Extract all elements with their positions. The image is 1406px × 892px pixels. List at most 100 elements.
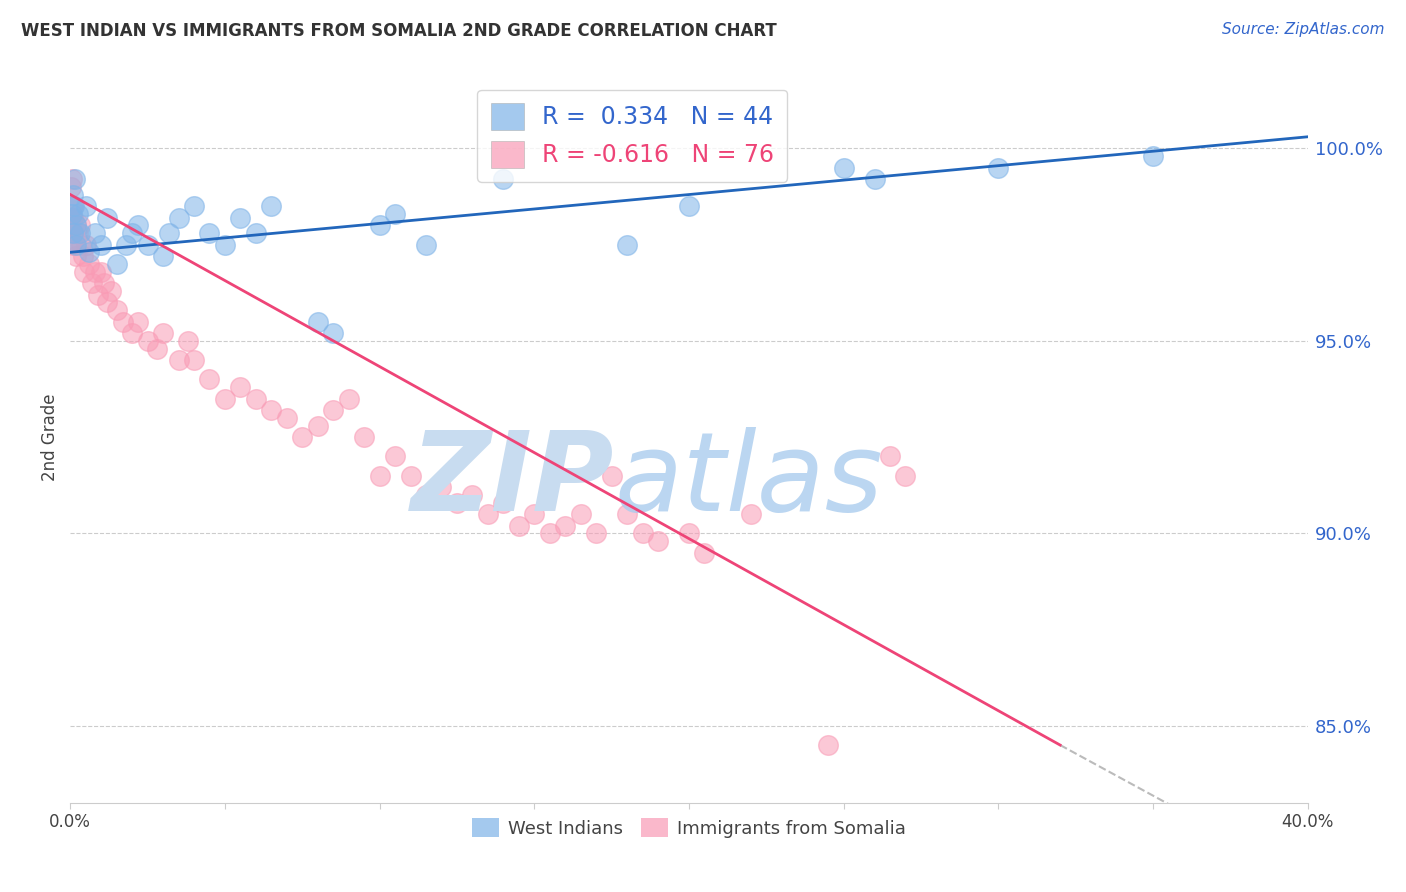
Point (121, 226, 143, 240)
Point (60, 199, 83, 213)
Point (523, 507, 546, 521)
Point (136, 237, 159, 252)
Point (322, 326, 344, 340)
Point (384, 450, 406, 464)
Point (90, 264, 112, 278)
Point (198, 226, 221, 240)
Point (127, 219, 149, 233)
Point (678, 526, 700, 541)
Point (214, 392, 236, 406)
Point (63, 199, 86, 213)
Point (152, 249, 174, 263)
Point (127, 315, 149, 329)
Point (60, 172, 83, 186)
Point (69, 219, 91, 233)
Point (115, 237, 138, 252)
Text: ZIP: ZIP (411, 427, 614, 534)
Point (63, 226, 86, 240)
Point (80, 276, 103, 290)
Point (415, 237, 437, 252)
Text: WEST INDIAN VS IMMIGRANTS FROM SOMALIA 2ND GRADE CORRELATION CHART: WEST INDIAN VS IMMIGRANTS FROM SOMALIA 2… (21, 22, 778, 40)
Point (96, 211, 118, 225)
Point (75, 199, 97, 213)
Point (63, 172, 86, 186)
Point (693, 545, 716, 559)
Point (276, 410, 298, 425)
Point (585, 526, 607, 541)
Point (1142, 149, 1164, 163)
Point (214, 237, 236, 252)
Point (368, 219, 391, 233)
Point (538, 526, 561, 541)
Point (60, 207, 83, 221)
Point (73, 264, 96, 278)
Point (863, 172, 886, 186)
Point (105, 257, 128, 271)
Point (353, 430, 375, 444)
Point (100, 284, 122, 298)
Point (65, 249, 87, 263)
Point (399, 468, 422, 483)
Point (70, 237, 93, 252)
Point (678, 199, 700, 213)
Point (260, 199, 283, 213)
Point (62, 226, 84, 240)
Point (59, 219, 82, 233)
Point (245, 392, 267, 406)
Point (65, 219, 87, 233)
Point (740, 507, 762, 521)
Point (832, 161, 855, 175)
Point (368, 468, 391, 483)
Point (616, 507, 638, 521)
Point (631, 526, 654, 541)
Point (75, 237, 97, 252)
Legend: West Indians, Immigrants from Somalia: West Indians, Immigrants from Somalia (464, 811, 914, 845)
Y-axis label: 2nd Grade: 2nd Grade (41, 393, 59, 481)
Point (65, 237, 87, 252)
Point (77, 245, 100, 260)
Point (90, 237, 112, 252)
Point (62, 211, 84, 225)
Point (554, 518, 576, 533)
Point (152, 326, 174, 340)
Point (93, 276, 115, 290)
Point (446, 495, 468, 509)
Point (245, 226, 267, 240)
Point (600, 468, 623, 483)
Point (136, 334, 159, 348)
Point (492, 172, 515, 186)
Point (260, 403, 283, 417)
Point (307, 418, 329, 433)
Point (987, 161, 1010, 175)
Point (69, 226, 91, 240)
Point (879, 450, 901, 464)
Point (96, 295, 118, 310)
Point (817, 738, 839, 752)
Point (477, 507, 499, 521)
Point (415, 488, 437, 502)
Point (67, 226, 90, 240)
Point (177, 334, 200, 348)
Point (63, 237, 86, 252)
Point (84, 226, 107, 240)
Point (461, 488, 484, 502)
Point (430, 480, 453, 494)
Point (229, 380, 252, 394)
Point (105, 303, 128, 318)
Point (87, 287, 110, 301)
Point (77, 257, 100, 271)
Point (62, 226, 84, 240)
Text: atlas: atlas (614, 427, 883, 534)
Point (894, 468, 917, 483)
Point (62, 187, 84, 202)
Point (167, 211, 190, 225)
Point (384, 207, 406, 221)
Point (146, 342, 169, 356)
Point (198, 372, 221, 386)
Point (337, 392, 360, 406)
Point (67, 207, 90, 221)
Point (84, 264, 107, 278)
Point (647, 534, 669, 549)
Point (307, 315, 329, 329)
Point (183, 199, 205, 213)
